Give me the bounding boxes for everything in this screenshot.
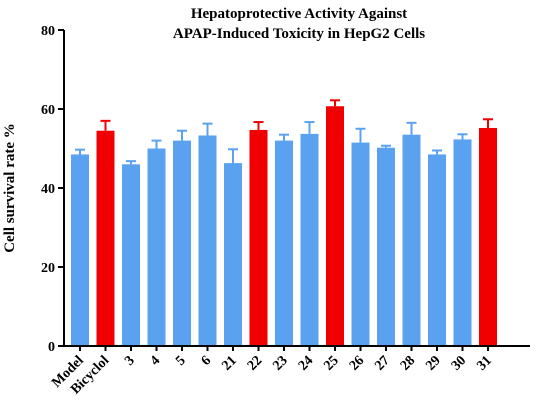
- bar-3: [122, 164, 140, 346]
- x-label-22: 22: [245, 353, 266, 374]
- bar-26: [351, 142, 370, 346]
- x-label-6: 6: [199, 353, 215, 369]
- bar-25: [326, 106, 344, 346]
- y-ticks-group: 0 20 40 60 80: [41, 24, 64, 355]
- x-label-4: 4: [148, 353, 164, 369]
- bar-27: [377, 147, 395, 346]
- y-axis-label: Cell survival rate %: [2, 123, 18, 253]
- bar-bicyclol: [96, 130, 115, 346]
- bar-4: [147, 148, 166, 346]
- bar-22: [249, 129, 268, 346]
- x-label-30: 30: [449, 353, 470, 374]
- x-label-29: 29: [423, 353, 444, 374]
- y-tick-label: 0: [48, 340, 55, 355]
- x-label-21: 21: [219, 353, 240, 374]
- x-label-27: 27: [372, 353, 393, 374]
- bar-30: [453, 139, 472, 346]
- x-label-31: 31: [474, 353, 495, 374]
- chart-title-line1: Hepatoprotective Activity Against: [191, 6, 407, 22]
- chart-title-line2: APAP-Induced Toxicity in HepG2 Cells: [173, 26, 425, 42]
- bar-21: [224, 163, 242, 346]
- x-label-5: 5: [173, 353, 189, 369]
- bar-6: [198, 135, 217, 346]
- y-tick-label: 60: [41, 103, 55, 118]
- bar-31: [479, 127, 497, 347]
- bars-group: [71, 106, 497, 347]
- x-label-26: 26: [347, 353, 368, 374]
- bar-29: [428, 154, 446, 346]
- x-label-25: 25: [321, 353, 342, 374]
- x-label-28: 28: [398, 353, 419, 374]
- y-tick-label: 80: [41, 24, 55, 39]
- bar-28: [402, 134, 421, 346]
- bar-5: [173, 140, 191, 346]
- x-label-23: 23: [270, 353, 291, 374]
- bar-model: [71, 154, 89, 346]
- y-tick-label: 20: [41, 261, 55, 276]
- bar-24: [300, 133, 319, 346]
- x-label-3: 3: [122, 353, 138, 369]
- error-bars-group: [75, 99, 493, 165]
- x-label-24: 24: [296, 353, 317, 374]
- bar-23: [275, 140, 293, 346]
- y-tick-label: 40: [41, 182, 55, 197]
